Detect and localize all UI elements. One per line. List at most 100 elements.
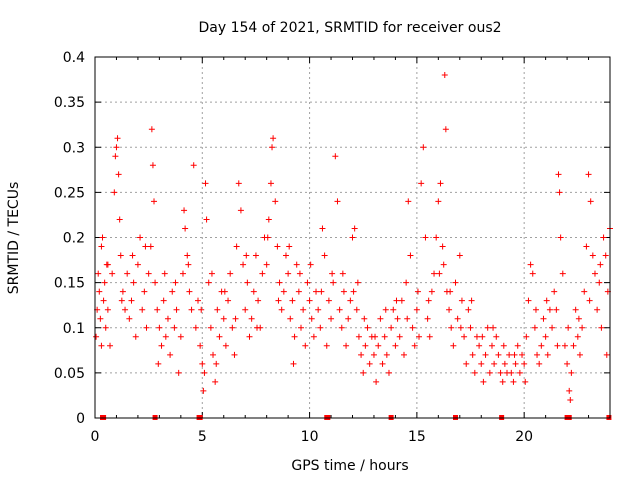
data-point [567,396,574,403]
data-point [287,315,294,322]
data-point [385,369,392,376]
data-point [525,297,532,304]
data-point [295,288,302,295]
data-point [246,333,253,340]
data-point [362,342,369,349]
data-point [167,351,174,358]
data-point [171,324,178,331]
data-point [554,342,561,349]
data-point [556,189,563,196]
y-axis-label: SRMTID / TECUs [6,182,22,295]
data-point [529,270,536,277]
data-point [457,324,464,331]
data-point [117,252,124,259]
data-point [381,333,388,340]
data-point [586,297,593,304]
data-point [436,270,443,277]
data-point [591,270,598,277]
plot-frame [94,56,611,419]
data-point [252,252,259,259]
data-point [172,279,179,286]
y-tick-label: 0.35 [54,95,85,111]
data-point [155,360,162,367]
x-axis-label: GPS time / hours [291,458,408,474]
data-point [98,342,105,349]
data-point [542,333,549,340]
data-point [566,387,573,394]
data-point [124,270,131,277]
data-point [347,297,354,304]
data-point [393,297,400,304]
data-point [468,297,475,304]
data-point [375,342,382,349]
data-point [332,153,339,160]
data-point [229,324,236,331]
data-point [293,261,300,268]
data-point [198,306,205,313]
data-point [435,198,442,205]
data-point [300,306,307,313]
data-point [527,261,534,268]
data-point [428,288,435,295]
data-point [532,306,539,313]
data-point [169,288,176,295]
data-point [130,279,137,286]
data-point [603,351,610,358]
data-point [358,351,365,358]
data-point [122,306,129,313]
data-point [315,306,322,313]
data-point [413,306,420,313]
data-point [353,306,360,313]
x-tick-label: 20 [515,429,533,445]
data-point [270,135,277,142]
data-point [334,198,341,205]
axis-ticks: 0 0.05 0.1 0.15 0.2 0.25 0.3 0.35 0.4 0 5 10 15 20 [54,50,611,445]
data-point [418,180,425,187]
data-point [351,225,358,232]
data-point [177,333,184,340]
data-point [192,324,199,331]
data-point [212,378,219,385]
data-point [490,324,497,331]
data-point [118,297,125,304]
data-point [382,306,389,313]
data-point [227,270,234,277]
data-point [190,162,197,169]
data-point [185,261,192,268]
data-point [383,351,390,358]
data-point [237,207,244,214]
data-point [350,288,357,295]
data-point [373,378,380,385]
data-point [282,252,289,259]
data-point [201,369,208,376]
y-tick-label: 0.15 [54,276,85,292]
data-point [499,378,506,385]
data-point [203,216,210,223]
data-point [345,315,352,322]
data-point [446,306,453,313]
data-point [561,342,568,349]
data-point [559,270,566,277]
data-point [463,360,470,367]
data-point [458,297,465,304]
data-point [205,279,212,286]
data-point [186,288,193,295]
data-point [506,351,513,358]
data-point [289,297,296,304]
data-point [139,306,146,313]
data-point [546,306,553,313]
data-point [579,324,586,331]
data-point [602,252,609,259]
data-point [339,270,346,277]
data-point [111,189,118,196]
data-point [321,252,328,259]
data-point [482,351,489,358]
data-point [233,243,240,250]
data-point [141,288,148,295]
data-point [364,324,371,331]
data-point [269,144,276,151]
data-point [197,342,204,349]
data-point [572,306,579,313]
data-point [488,342,495,349]
data-point [551,288,558,295]
